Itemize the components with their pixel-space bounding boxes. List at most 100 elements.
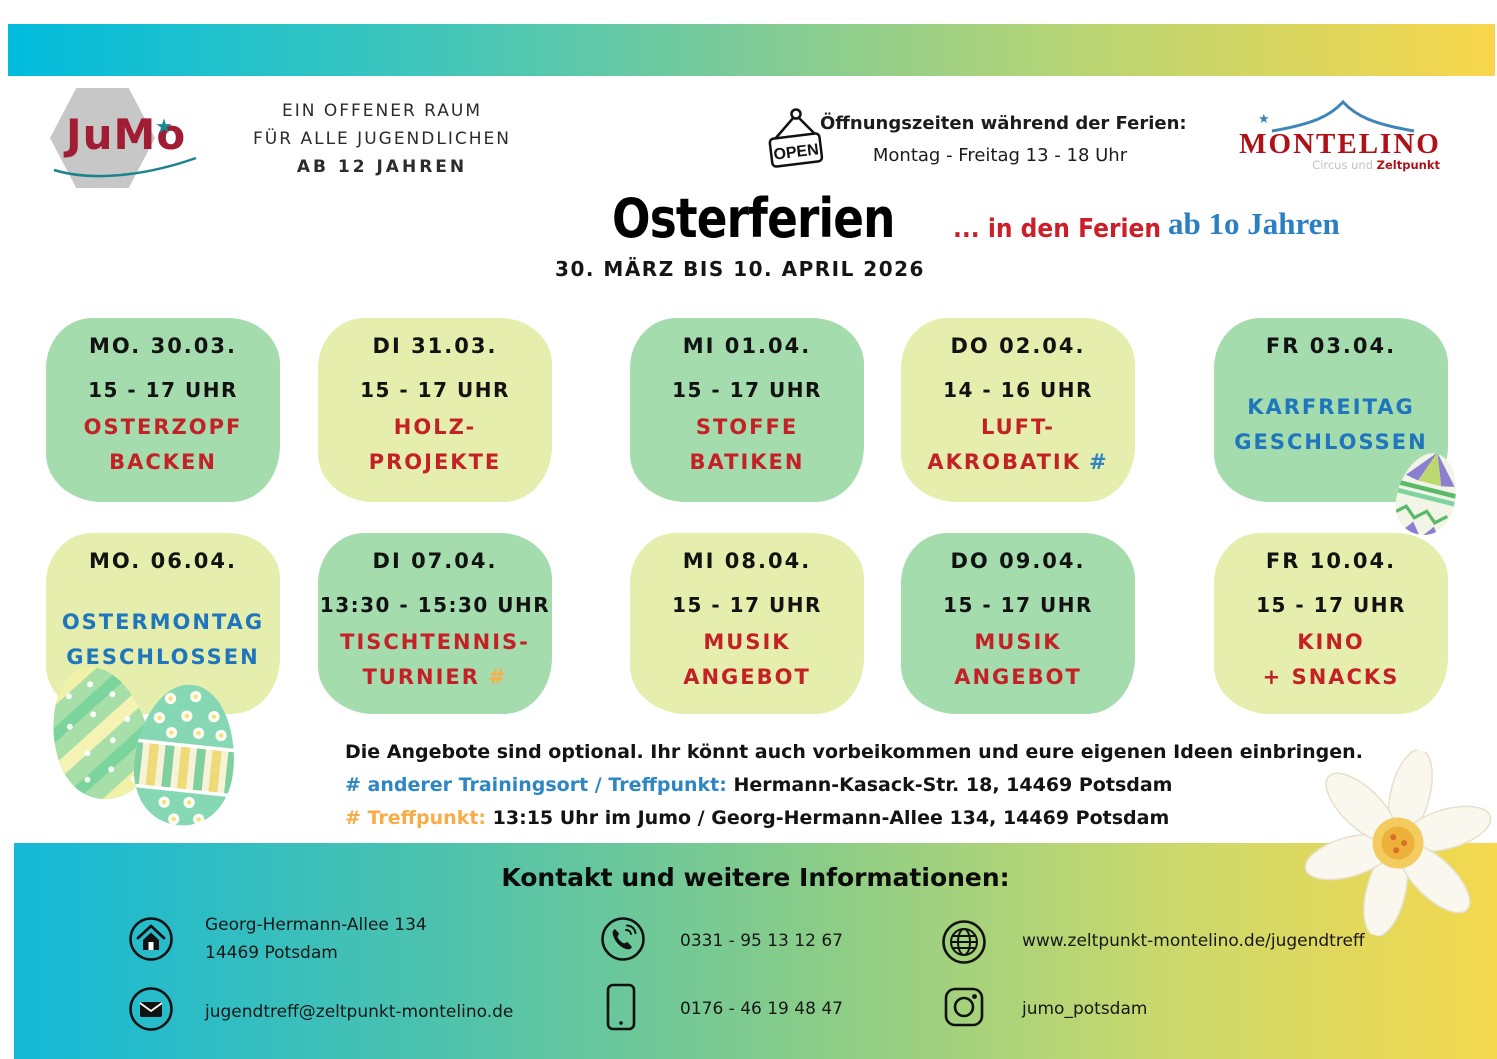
card-activity-line: HOLZ-: [393, 415, 477, 439]
opening-hours: Öffnungszeiten während der Ferien: Monta…: [820, 113, 1187, 166]
card-activity-line: ANGEBOT: [683, 665, 811, 689]
montelino-subtitle-red: Zeltpunkt: [1376, 158, 1440, 172]
card-time: 15 - 17 UHR: [672, 378, 822, 402]
card-time: 15 - 17 UHR: [943, 593, 1093, 617]
montelino-tent-icon: [1271, 99, 1415, 133]
montelino-subtitle: Circus und Zeltpunkt: [1312, 158, 1440, 172]
opening-hours-value: Montag - Freitag 13 - 18 Uhr: [872, 145, 1128, 166]
card-activity-line: PROJEKTE: [368, 450, 502, 474]
mobile-icon: [606, 983, 636, 1031]
montelino-wordmark: MONTELINO: [1239, 128, 1441, 160]
globe-icon: [942, 920, 986, 964]
card-date: MI 08.04.: [682, 549, 812, 573]
card-activity: KINO + SNACKS: [1214, 625, 1448, 695]
page-title: Osterferien: [612, 187, 895, 250]
card-time: 14 - 16 UHR: [943, 378, 1093, 402]
daffodil-illustration: [1304, 748, 1492, 938]
card-activity: KARFREITAG GESCHLOSSEN: [1214, 390, 1448, 460]
card-time: 15 - 17 UHR: [88, 378, 238, 402]
tagline-line: FÜR ALLE JUGENDLICHEN: [253, 129, 511, 149]
card-date: MO. 30.03.: [89, 334, 237, 358]
card-activity-line: KARFREITAG: [1247, 395, 1415, 419]
footer: Kontakt und weitere Informationen: Georg…: [14, 843, 1497, 1059]
event-card-mi-01-04: MI 01.04. 15 - 17 UHR STOFFE BATIKEN: [630, 318, 864, 502]
opening-hours-title: Öffnungszeiten während der Ferien:: [820, 113, 1187, 134]
card-activity: TISCHTENNIS- TURNIER #: [318, 625, 552, 695]
card-activity-line: ANGEBOT: [954, 665, 1082, 689]
event-card-di-31-03: DI 31.03. 15 - 17 UHR HOLZ- PROJEKTE: [318, 318, 552, 502]
jumo-logo-text: JuMo: [66, 110, 187, 159]
card-date: FR 10.04.: [1265, 549, 1397, 573]
card-activity-line: + SNACKS: [1262, 665, 1400, 689]
phone-icon: [601, 917, 645, 961]
contact-mobile: 0176 - 46 19 48 47: [680, 999, 843, 1019]
instagram-icon: [944, 987, 984, 1027]
header-tagline: EIN OFFENER RAUM FÜR ALLE JUGENDLICHEN A…: [252, 97, 512, 181]
card-date: DO 02.04.: [950, 334, 1086, 358]
hash-mark: #: [1088, 450, 1109, 474]
contact-address: Georg-Hermann-Allee 134 14469 Potsdam: [205, 911, 427, 967]
montelino-logo: ★ MONTELINO Circus und Zeltpunkt: [1230, 94, 1450, 178]
notes: Die Angebote sind optional. Ihr könnt au…: [345, 740, 1363, 839]
note-training-location-label: # anderer Trainingsort / Treffpunkt:: [345, 774, 727, 796]
card-activity-line: STOFFE: [695, 415, 799, 439]
card-date: FR 03.04.: [1265, 334, 1397, 358]
card-activity-line: BATIKEN: [689, 450, 805, 474]
card-date: MI 01.04.: [682, 334, 812, 358]
contact-phone: 0331 - 95 13 12 67: [680, 931, 843, 951]
note-training-location-text: Hermann-Kasack-Str. 18, 14469 Potsdam: [733, 774, 1173, 796]
jumo-swoosh-icon: [53, 156, 197, 178]
note-meeting-point: # Treffpunkt: 13:15 Uhr im Jumo / Georg-…: [345, 806, 1363, 830]
card-activity-line: OSTERMONTAG: [61, 610, 265, 634]
card-date: MO. 06.04.: [89, 549, 237, 573]
card-activity-line: BACKEN: [109, 450, 217, 474]
event-card-do-09-04: DO 09.04. 15 - 17 UHR MUSIK ANGEBOT: [901, 533, 1135, 714]
card-activity-line: MUSIK: [703, 630, 791, 654]
easter-egg-illustration: [128, 679, 242, 831]
svg-text:OPEN: OPEN: [773, 141, 820, 163]
jumo-logo: JuMo ★: [50, 86, 210, 196]
note-meeting-point-text: 13:15 Uhr im Jumo / Georg-Hermann-Allee …: [492, 807, 1170, 829]
event-card-fr-10-04: FR 10.04. 15 - 17 UHR KINO + SNACKS: [1214, 533, 1448, 714]
note-optional: Die Angebote sind optional. Ihr könnt au…: [345, 741, 1363, 763]
event-card-mi-08-04: MI 08.04. 15 - 17 UHR MUSIK ANGEBOT: [630, 533, 864, 714]
note-training-location: # anderer Trainingsort / Treffpunkt: Her…: [345, 773, 1363, 797]
open-sign-icon: OPEN: [768, 108, 824, 168]
card-activity: LUFT- AKROBATIK #: [901, 410, 1135, 480]
card-time: 15 - 17 UHR: [1256, 593, 1406, 617]
card-time: [1214, 366, 1448, 386]
tagline-line: EIN OFFENER RAUM: [281, 101, 483, 121]
card-activity-line: LUFT-: [981, 415, 1055, 439]
card-time: 13:30 - 15:30 UHR: [319, 593, 551, 617]
card-activity: OSTERMONTAG GESCHLOSSEN: [46, 605, 280, 675]
card-date: DO 09.04.: [950, 549, 1086, 573]
card-activity-line: MUSIK: [974, 630, 1062, 654]
card-activity: MUSIK ANGEBOT: [630, 625, 864, 695]
tagline-line: AB 12 JAHREN: [296, 157, 468, 177]
jumo-star-icon: ★: [155, 114, 173, 138]
contact-website: www.zeltpunkt-montelino.de/jugendtreff: [1022, 931, 1365, 951]
card-date: DI 07.04.: [372, 549, 498, 573]
card-activity: HOLZ- PROJEKTE: [318, 410, 552, 480]
card-time: [46, 581, 280, 601]
card-activity-line: TISCHTENNIS-: [340, 630, 530, 654]
card-activity-line: KINO: [1297, 630, 1365, 654]
footer-heading: Kontakt und weitere Informationen:: [501, 863, 1010, 892]
card-activity-line: TURNIER #: [362, 665, 508, 689]
montelino-subtitle-gray: Circus und: [1312, 158, 1373, 172]
contact-address-line: Georg-Hermann-Allee 134: [205, 915, 427, 935]
card-activity-line: OSTERZOPF: [83, 415, 243, 439]
date-range: 30. MÄRZ BIS 10. APRIL 2026: [555, 257, 925, 281]
easter-egg-illustration: [1388, 446, 1466, 542]
card-activity: OSTERZOPF BACKEN: [46, 410, 280, 480]
montelino-star-icon: ★: [1258, 112, 1270, 127]
card-activity-line: GESCHLOSSEN: [66, 645, 260, 669]
event-card-do-02-04: DO 02.04. 14 - 16 UHR LUFT- AKROBATIK #: [901, 318, 1135, 502]
card-activity: MUSIK ANGEBOT: [901, 625, 1135, 695]
card-activity-line: GESCHLOSSEN: [1234, 430, 1428, 454]
note-meeting-point-label: # Treffpunkt:: [345, 807, 487, 829]
card-activity: STOFFE BATIKEN: [630, 410, 864, 480]
hash-mark: #: [487, 665, 508, 689]
title-suffix-red: ... in den Ferien: [953, 214, 1162, 244]
